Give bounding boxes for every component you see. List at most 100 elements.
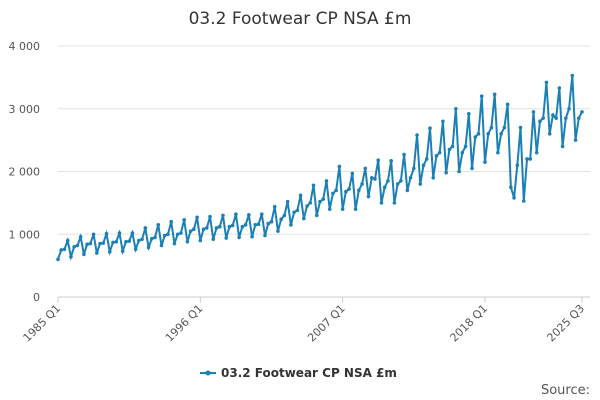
data-point: [285, 199, 290, 204]
data-point: [418, 182, 423, 186]
data-point: [538, 119, 542, 124]
data-point: [137, 238, 141, 243]
data-point: [195, 215, 199, 220]
data-point: [117, 231, 122, 235]
data-point: [276, 229, 280, 233]
data-point: [88, 241, 93, 246]
data-point: [120, 249, 125, 253]
data-point: [460, 150, 465, 155]
data-point: [547, 132, 552, 136]
data-point: [525, 157, 529, 161]
data-point: [441, 119, 445, 124]
data-point: [544, 80, 549, 85]
data-point: [473, 135, 478, 139]
data-point: [454, 106, 458, 111]
data-point: [466, 111, 471, 116]
data-point: [567, 106, 571, 111]
data-point: [237, 235, 241, 240]
data-point: [282, 213, 287, 218]
data-point: [305, 204, 309, 208]
data-point: [211, 237, 216, 242]
data-point: [541, 116, 545, 120]
data-point: [107, 250, 112, 254]
series-line: [57, 75, 583, 261]
data-point: [269, 219, 274, 224]
data-point: [405, 188, 410, 193]
data-point: [98, 241, 102, 246]
data-point: [373, 177, 377, 181]
data-point: [357, 188, 361, 193]
data-point: [408, 175, 413, 180]
data-point: [295, 208, 300, 213]
data-point: [172, 241, 177, 246]
data-point: [382, 185, 387, 189]
data-point: [534, 150, 539, 155]
data-point: [314, 213, 319, 218]
data-point: [243, 223, 248, 227]
data-point: [363, 166, 368, 171]
data-point: [140, 237, 144, 242]
data-point: [337, 164, 342, 169]
data-point: [554, 116, 558, 120]
data-point: [444, 170, 448, 175]
data-point: [62, 247, 67, 252]
data-point: [224, 236, 228, 240]
data-point: [298, 193, 303, 198]
legend-marker: [205, 370, 211, 376]
data-point: [311, 183, 316, 188]
y-tick-label: 2 000: [9, 166, 41, 179]
data-point: [486, 132, 490, 136]
data-point: [247, 212, 251, 217]
data-point: [327, 207, 332, 211]
data-point: [263, 233, 267, 238]
data-point: [217, 224, 222, 229]
y-tick-label: 0: [33, 291, 40, 304]
data-point: [457, 169, 461, 174]
data-point: [146, 245, 151, 250]
data-point: [169, 219, 174, 224]
data-point: [347, 187, 351, 191]
data-point: [166, 232, 170, 237]
data-point: [340, 207, 345, 211]
source: Source:: [541, 383, 590, 398]
data-point: [130, 231, 135, 235]
data-point: [389, 159, 393, 163]
data-point: [450, 144, 455, 149]
data-point: [156, 223, 161, 227]
data-point: [133, 247, 138, 252]
x-tick-label: 2025 Q3: [545, 302, 588, 345]
data-point: [564, 116, 568, 120]
data-point: [395, 182, 400, 186]
data-point: [95, 251, 99, 255]
data-point: [75, 243, 80, 248]
data-point: [91, 232, 96, 237]
data-point: [198, 238, 203, 243]
data-point: [415, 133, 419, 137]
data-point: [302, 216, 306, 221]
data-point: [204, 226, 209, 230]
data-point: [369, 175, 374, 180]
data-point: [560, 144, 565, 149]
data-point: [56, 257, 60, 262]
data-point: [573, 138, 578, 142]
chart-title: 03.2 Footwear CP NSA £m: [189, 9, 412, 29]
data-point: [509, 185, 513, 189]
data-point: [182, 218, 186, 222]
data-point: [386, 179, 390, 183]
data-point: [353, 207, 358, 211]
data-point: [127, 239, 131, 243]
data-point: [256, 222, 261, 227]
data-point: [308, 201, 313, 205]
data-point: [185, 239, 190, 244]
data-point: [531, 110, 536, 114]
data-point: [292, 210, 296, 215]
data-point: [521, 199, 526, 203]
data-point: [515, 163, 520, 168]
data-point: [428, 126, 432, 131]
data-point: [344, 189, 348, 194]
data-point: [250, 234, 254, 239]
data-point: [101, 241, 106, 245]
data-point: [78, 234, 83, 239]
data-point: [399, 179, 403, 183]
data-point: [192, 227, 196, 232]
